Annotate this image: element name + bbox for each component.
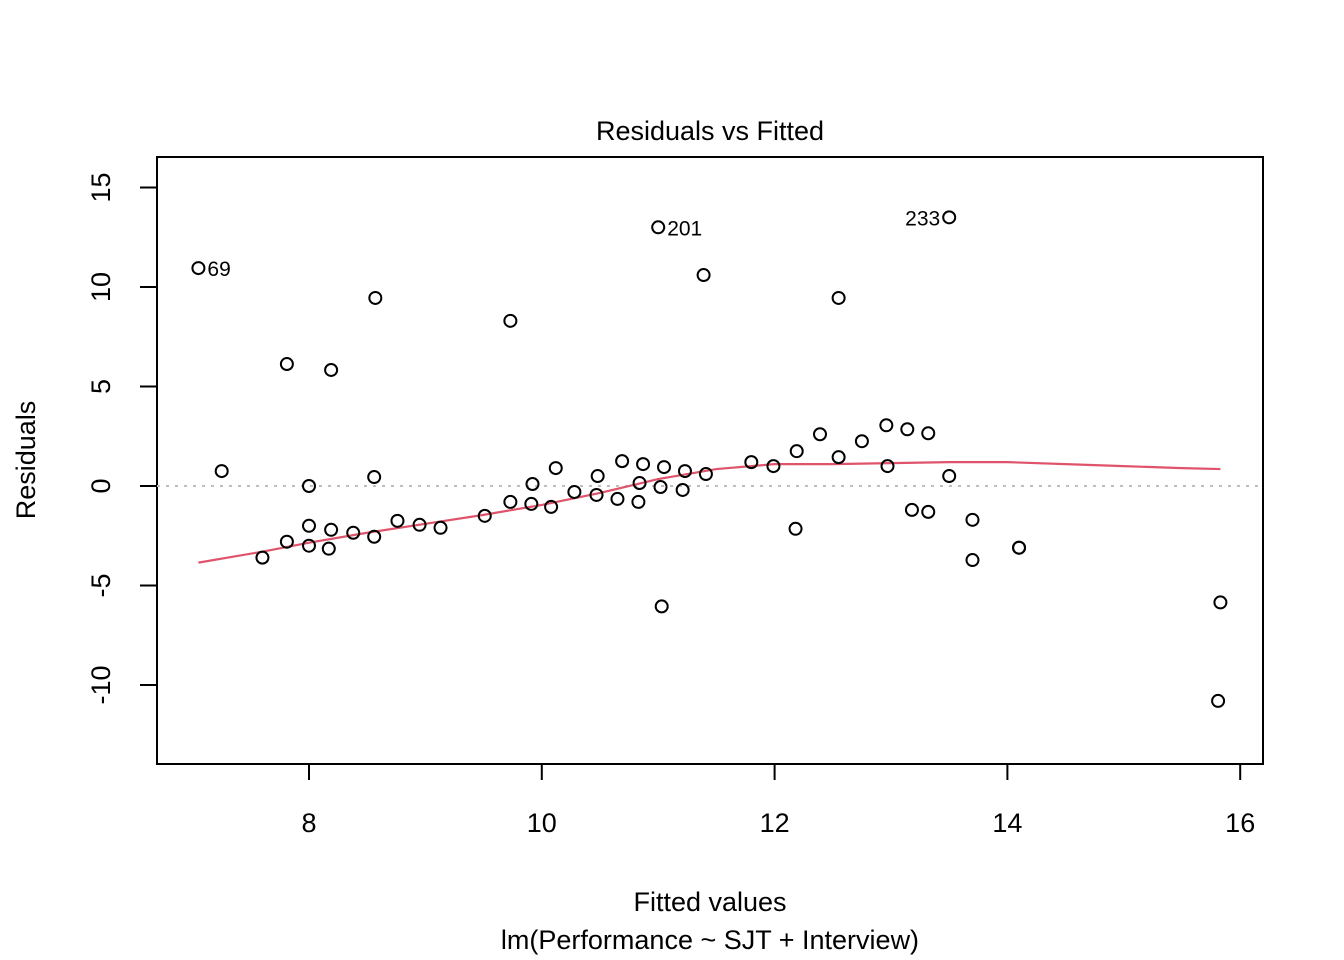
data-point xyxy=(879,418,894,433)
data-point xyxy=(636,457,651,472)
data-point xyxy=(698,467,713,482)
data-point xyxy=(589,487,604,502)
chart-subtitle: lm(Performance ~ SJT + Interview) xyxy=(501,925,919,955)
data-point xyxy=(880,459,895,474)
data-point xyxy=(677,464,692,479)
data-point xyxy=(900,422,915,437)
point-label: 69 xyxy=(207,258,230,281)
y-tick-label: 15 xyxy=(86,172,116,202)
x-axis: 8 10 12 14 16 xyxy=(301,763,1255,838)
x-tick-label: 16 xyxy=(1225,808,1255,838)
data-point xyxy=(324,362,339,377)
data-point xyxy=(503,313,518,328)
data-point xyxy=(1211,693,1226,708)
data-point xyxy=(524,496,539,511)
data-point xyxy=(255,550,270,565)
data-point xyxy=(854,434,869,449)
loess-smoother-line xyxy=(198,461,1221,564)
data-point xyxy=(904,502,919,517)
y-tick-label: 10 xyxy=(86,272,116,302)
data-point xyxy=(544,499,559,514)
data-point xyxy=(567,484,582,499)
data-point xyxy=(657,460,672,475)
data-point xyxy=(367,470,382,485)
outlier-labels: 69 201 233 xyxy=(207,207,940,281)
y-axis: -10 -5 0 5 10 15 xyxy=(86,172,157,705)
data-point xyxy=(632,476,647,491)
data-point xyxy=(766,459,781,474)
x-tick-label: 10 xyxy=(527,808,557,838)
data-point xyxy=(831,450,846,465)
data-point xyxy=(675,482,690,497)
data-point xyxy=(503,494,518,509)
data-point xyxy=(279,534,294,549)
data-point xyxy=(302,479,316,493)
data-point xyxy=(921,426,936,441)
x-tick-label: 8 xyxy=(301,808,316,838)
y-tick-label: 5 xyxy=(86,379,116,394)
data-point xyxy=(390,513,405,528)
y-tick-label: -5 xyxy=(86,573,116,597)
data-point xyxy=(1012,540,1027,555)
data-point xyxy=(346,525,361,540)
data-point xyxy=(302,518,316,533)
point-label: 233 xyxy=(905,207,940,230)
data-point xyxy=(653,479,668,494)
data-point xyxy=(302,538,316,553)
x-axis-label: Fitted values xyxy=(633,887,786,917)
data-point xyxy=(548,461,563,476)
data-point xyxy=(525,477,540,492)
y-tick-label: 0 xyxy=(86,478,116,493)
data-point xyxy=(321,541,336,556)
data-point xyxy=(788,521,803,536)
data-point xyxy=(631,494,646,509)
data-point xyxy=(789,444,804,459)
data-points xyxy=(191,210,1228,708)
data-point xyxy=(615,454,630,469)
data-point xyxy=(965,553,980,568)
data-point xyxy=(279,357,294,372)
data-point xyxy=(744,455,759,470)
x-tick-label: 14 xyxy=(992,808,1022,838)
data-point xyxy=(965,512,980,527)
data-point xyxy=(942,210,957,225)
point-label: 201 xyxy=(667,217,702,240)
data-point xyxy=(610,491,625,506)
plot-frame xyxy=(156,156,1264,765)
data-point xyxy=(412,517,427,532)
x-tick-label: 12 xyxy=(760,808,790,838)
data-point xyxy=(324,522,339,537)
data-point xyxy=(1213,595,1228,610)
chart-title: Residuals vs Fitted xyxy=(596,116,824,146)
data-point xyxy=(433,520,448,535)
data-point xyxy=(942,469,957,484)
data-point xyxy=(696,268,711,283)
y-tick-label: -10 xyxy=(86,665,116,704)
data-point xyxy=(368,290,383,305)
data-point xyxy=(651,220,666,235)
data-point xyxy=(590,469,605,484)
data-point xyxy=(214,464,229,479)
data-point xyxy=(367,529,382,544)
data-point xyxy=(191,261,206,276)
data-point xyxy=(831,290,846,305)
y-axis-label: Residuals xyxy=(11,401,41,520)
data-point xyxy=(921,504,936,519)
data-point xyxy=(812,427,827,442)
data-point xyxy=(477,508,492,523)
data-point xyxy=(654,599,669,614)
